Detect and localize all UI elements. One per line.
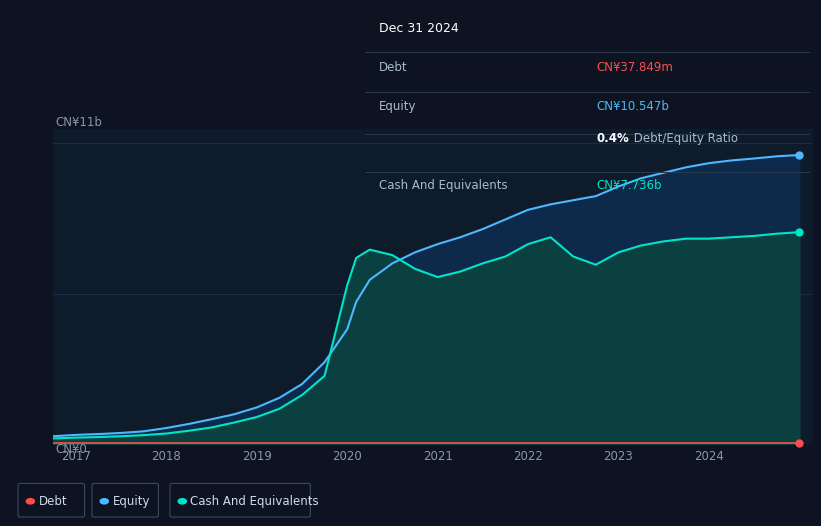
Text: CN¥0: CN¥0 xyxy=(56,443,88,456)
Text: Cash And Equivalents: Cash And Equivalents xyxy=(190,495,319,508)
Text: Debt: Debt xyxy=(39,495,67,508)
Text: CN¥10.547b: CN¥10.547b xyxy=(597,100,670,113)
Text: Dec 31 2024: Dec 31 2024 xyxy=(378,22,458,35)
Text: CN¥11b: CN¥11b xyxy=(56,116,103,129)
Text: 0.4%: 0.4% xyxy=(597,133,630,145)
Text: Equity: Equity xyxy=(378,100,416,113)
Text: CN¥37.849m: CN¥37.849m xyxy=(597,60,673,74)
Text: Debt/Equity Ratio: Debt/Equity Ratio xyxy=(630,133,738,145)
Text: CN¥7.736b: CN¥7.736b xyxy=(597,179,663,192)
Text: Equity: Equity xyxy=(112,495,150,508)
Text: Cash And Equivalents: Cash And Equivalents xyxy=(378,179,507,192)
Text: Debt: Debt xyxy=(378,60,407,74)
